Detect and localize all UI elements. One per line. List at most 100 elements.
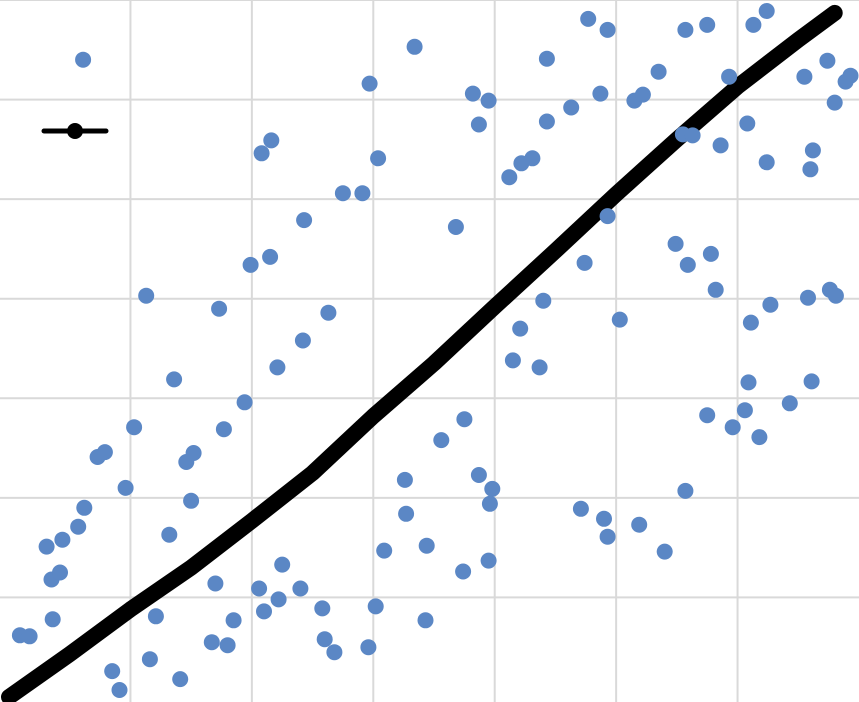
scatter-point	[712, 137, 729, 154]
scatter-point	[270, 591, 287, 608]
scatter-point	[504, 352, 521, 369]
scatter-point	[480, 552, 497, 569]
series-blue-points	[11, 3, 859, 698]
scatter-point	[406, 38, 423, 55]
scatter-point	[370, 150, 387, 167]
scatter-point	[580, 10, 597, 27]
scatter-point	[679, 256, 696, 273]
scatter-point	[172, 671, 189, 688]
scatter-point	[699, 407, 716, 424]
scatter-point	[501, 169, 518, 186]
scatter-point	[360, 639, 377, 656]
scatter-point	[762, 296, 779, 313]
scatter-point	[242, 256, 259, 273]
scatter-point	[596, 510, 612, 527]
scatter-point	[684, 127, 701, 144]
scatter-point	[699, 16, 716, 33]
scatter-point	[656, 543, 673, 560]
scatter-point	[225, 612, 242, 629]
scatter-point	[538, 113, 555, 130]
scatter-point	[211, 300, 228, 317]
scatter-point	[207, 575, 224, 592]
scatter-point	[126, 419, 143, 436]
scatter-point	[433, 432, 450, 449]
scatter-point	[802, 161, 819, 178]
scatter-point	[538, 50, 555, 67]
series-black-line	[1, 4, 843, 702]
scatter-point	[251, 580, 268, 597]
scatter-point	[512, 320, 529, 337]
scatter-point	[141, 651, 158, 668]
scatter-point	[75, 51, 92, 68]
scatter-point	[819, 52, 836, 69]
scatter-point	[314, 600, 331, 617]
scatter-point	[481, 495, 498, 512]
scatter-point	[117, 479, 134, 496]
scatter-point	[702, 245, 719, 262]
scatter-point	[599, 528, 616, 545]
scatter-point	[396, 471, 413, 488]
scatter-point	[599, 208, 616, 225]
scatter-point	[480, 92, 497, 109]
scatter-point	[724, 419, 741, 436]
scatter-point	[464, 85, 481, 102]
scatter-point	[484, 480, 501, 497]
scatter-point	[531, 359, 548, 376]
scatter-point	[166, 371, 183, 388]
scatter-point	[294, 332, 311, 349]
scatter-point	[292, 580, 309, 597]
scatter-point	[677, 482, 694, 499]
scatter-point	[677, 21, 694, 38]
scatter-point	[361, 75, 378, 92]
scatter-point	[456, 411, 473, 428]
scatter-point	[147, 608, 164, 625]
scatter-point	[740, 374, 757, 391]
scatter-point	[803, 373, 820, 390]
scatter-point	[721, 68, 738, 85]
scatter-point	[52, 564, 68, 581]
scatter-point	[76, 499, 93, 516]
scatter-point	[70, 518, 87, 535]
scatter-point	[800, 289, 816, 306]
scatter-point	[263, 132, 280, 149]
scatter-point	[236, 394, 253, 411]
scatter-point	[183, 492, 200, 509]
scatter-point	[524, 150, 541, 167]
scatter-point	[274, 556, 291, 573]
scatter-point	[269, 359, 286, 376]
scatter-point	[376, 542, 393, 559]
scatter-point	[842, 67, 859, 84]
scatter-point	[707, 281, 724, 298]
scatter-point	[203, 634, 220, 651]
scatter-point	[320, 304, 337, 321]
scatter-point	[256, 603, 272, 620]
scatter-point	[592, 85, 609, 102]
scatter-point	[262, 248, 279, 265]
scatter-point	[316, 631, 333, 648]
scatter-point	[781, 395, 798, 412]
scatter-point	[215, 421, 232, 438]
scatter-point	[44, 611, 61, 628]
scatter-point	[418, 537, 435, 554]
scatter-point	[650, 63, 667, 80]
scatter-point	[827, 287, 844, 304]
scatter-point	[563, 99, 580, 116]
scatter-point	[326, 644, 343, 661]
scatter-point	[576, 254, 593, 271]
scatter-point	[111, 682, 128, 698]
scatter-point	[470, 116, 487, 133]
scatter-point	[572, 500, 589, 517]
scatter-point	[826, 94, 843, 111]
scatter-point	[758, 3, 775, 19]
scatter-point	[104, 663, 121, 680]
scatter-point	[219, 637, 236, 654]
scatter-point	[367, 598, 384, 615]
scatter-point	[758, 154, 775, 171]
scatter-point	[161, 526, 178, 543]
scatter-point	[745, 16, 762, 33]
scatter-point	[185, 445, 202, 461]
scatter-point	[736, 402, 753, 419]
scatter-point	[455, 563, 472, 580]
